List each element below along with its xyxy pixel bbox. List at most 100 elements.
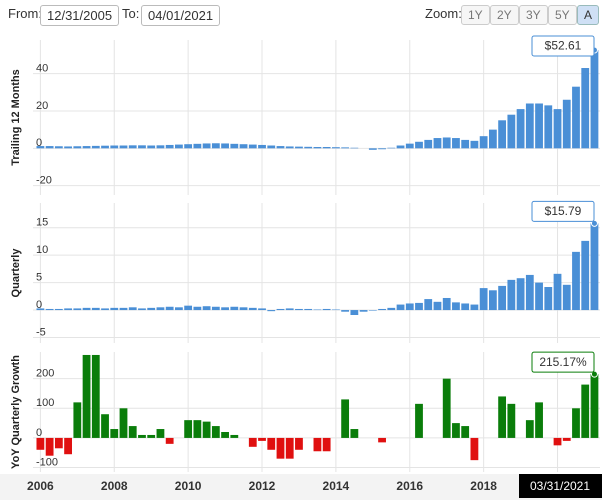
controls: From: 12/31/2005 To: 04/01/2021 Zoom: 1Y… [0, 0, 602, 30]
bar [322, 437, 331, 452]
zoom-button[interactable]: 5Y [548, 5, 577, 25]
bar [525, 103, 534, 149]
bar [378, 437, 386, 443]
y-tick-label: 0 [36, 137, 42, 149]
zoom-button[interactable]: 3Y [519, 5, 548, 25]
bar [36, 308, 45, 311]
callout-label: $15.79 [545, 204, 582, 218]
bar [91, 354, 100, 438]
bar [73, 146, 82, 149]
bar [405, 303, 414, 311]
bar [470, 304, 479, 311]
zoom-button[interactable]: 2Y [490, 5, 519, 25]
y-tick-label: 0 [36, 299, 42, 311]
callout-label: 215.17% [539, 355, 587, 369]
bar [331, 309, 340, 311]
zoom-button[interactable]: A [577, 5, 600, 25]
bar [45, 308, 54, 311]
last-point [590, 370, 598, 378]
bar [562, 437, 571, 441]
bar [138, 434, 146, 438]
bar [341, 147, 350, 149]
bar [572, 251, 580, 311]
bar [119, 145, 128, 149]
bar [572, 408, 580, 438]
bar [184, 420, 193, 438]
bar [507, 403, 516, 438]
bar [313, 437, 322, 452]
bar [285, 308, 294, 311]
bar [359, 310, 368, 312]
bar [128, 145, 137, 149]
bar [535, 103, 543, 149]
bar [248, 144, 257, 149]
bar [396, 145, 405, 149]
bar [64, 437, 72, 455]
bar [248, 437, 257, 447]
y-tick-label: 20 [36, 100, 48, 112]
bar [211, 306, 220, 311]
bar [221, 307, 229, 311]
bar [304, 308, 313, 311]
bar [202, 306, 211, 311]
bar [175, 307, 183, 311]
x-tick-label: 2012 [249, 479, 276, 493]
bar [470, 140, 479, 149]
bar [442, 378, 451, 438]
bar [276, 308, 285, 311]
bar [590, 223, 599, 311]
bar [184, 144, 193, 149]
bar [442, 297, 451, 311]
callout: 215.17% [531, 351, 595, 373]
bar [498, 120, 507, 149]
bar [452, 302, 460, 311]
bar [415, 141, 423, 149]
callout-label: $52.61 [545, 39, 582, 53]
zoom-button[interactable]: 1Y [461, 5, 490, 25]
bar [101, 414, 109, 438]
bar [230, 434, 239, 438]
bar [507, 279, 516, 311]
bar [175, 144, 183, 149]
bar [276, 437, 285, 459]
bar [91, 145, 100, 149]
bar [304, 146, 313, 149]
bar [581, 384, 590, 438]
bar [572, 86, 580, 149]
bar [110, 429, 119, 438]
y-tick-label: -20 [36, 175, 52, 187]
bar [285, 146, 294, 149]
bar [313, 309, 322, 311]
bar [73, 308, 82, 311]
bar [101, 308, 109, 311]
bar [211, 143, 220, 149]
bar [54, 146, 63, 149]
bar [516, 278, 525, 311]
bar [415, 302, 423, 311]
bar [461, 426, 470, 438]
bar [147, 307, 156, 311]
y-axis-title: YoY Quarterly Growth [10, 355, 22, 469]
bar [64, 308, 72, 311]
bar [488, 129, 497, 149]
bar [535, 282, 543, 311]
bar [221, 432, 229, 438]
bar [516, 109, 525, 149]
bar [239, 144, 248, 149]
bar [452, 423, 460, 438]
to-input[interactable]: 04/01/2021 [141, 5, 221, 26]
bar [368, 148, 377, 150]
bar [350, 147, 359, 149]
bar [525, 274, 534, 311]
to-label: To: [122, 6, 140, 21]
bar [165, 306, 174, 311]
bar [322, 147, 331, 149]
bar [479, 136, 488, 149]
bar [322, 308, 331, 311]
bar [276, 146, 285, 149]
y-tick-label: 15 [36, 217, 48, 229]
bar [248, 307, 257, 311]
from-input[interactable]: 12/31/2005 [40, 5, 120, 26]
bar [156, 429, 165, 438]
